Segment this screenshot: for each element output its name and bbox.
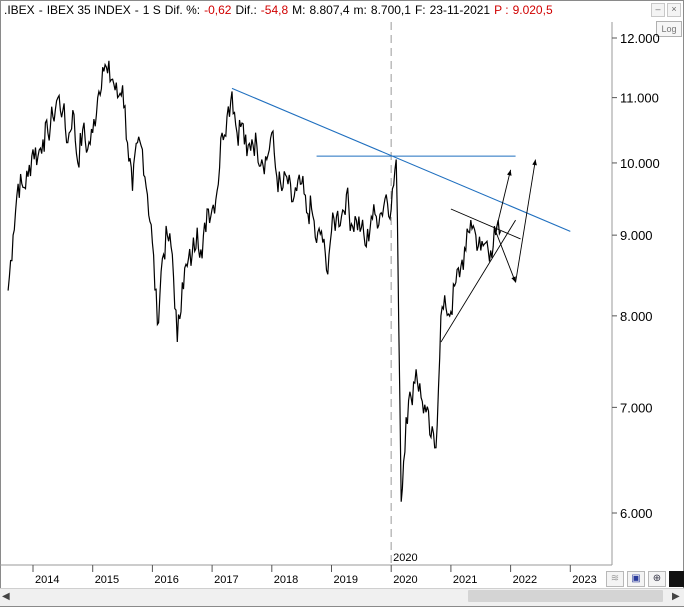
scroll-left-icon[interactable]: ◀ (2, 591, 10, 602)
change-label: Dif.: (235, 3, 257, 17)
date-label: F: (414, 3, 426, 17)
cursor-icon[interactable]: ⊕ (648, 571, 666, 587)
pct-change-label: Dif. %: (164, 3, 201, 17)
save-icon[interactable]: ▣ (627, 571, 645, 587)
pattern-line (515, 159, 536, 283)
scroll-right-icon[interactable]: ▶ (672, 591, 680, 602)
x-tick-label: 2022 (513, 574, 537, 586)
x-tick-label: 2021 (453, 574, 477, 586)
x-tick-label: 2014 (35, 574, 59, 586)
x-tick-label: 2019 (334, 574, 358, 586)
y-tick-label: 11.000 (620, 91, 659, 106)
pattern-line (450, 208, 521, 240)
scrollbar-thumb[interactable] (468, 590, 663, 602)
price-series (7, 60, 502, 502)
arrowhead-icon (507, 169, 512, 176)
x-tick-label: 2015 (95, 574, 119, 586)
symbol-code: .IBEX (4, 3, 35, 17)
zoom-icon[interactable]: ≋ (606, 571, 624, 587)
window-buttons: – × (651, 3, 681, 17)
event-marker-label: 2020 (393, 552, 417, 564)
change-value: -54,8 (260, 3, 289, 17)
close-icon[interactable]: × (667, 3, 681, 17)
x-tick-label: 2017 (214, 574, 238, 586)
arrowhead-icon (532, 159, 537, 166)
pattern-line (495, 231, 516, 283)
x-tick-label: 2018 (274, 574, 298, 586)
pattern-line (495, 169, 512, 232)
separator: - (134, 3, 139, 17)
resistance-line (231, 87, 571, 232)
y-tick-label: 9.000 (620, 228, 653, 243)
chart-toolbar: ≋ ▣ ⊕ (606, 571, 684, 587)
y-tick-label: 8.000 (620, 309, 653, 324)
separator: - (38, 3, 43, 17)
pattern-line (440, 219, 516, 343)
log-scale-button[interactable]: Log (656, 21, 682, 37)
x-tick-label: 2020 (393, 574, 417, 586)
index-name: IBEX 35 INDEX (46, 3, 131, 17)
min-label: m: (353, 3, 367, 17)
y-tick-label: 7.000 (620, 400, 653, 415)
trendlines (231, 87, 571, 343)
period-label: 1 S (142, 3, 161, 17)
y-tick-label: 12.000 (620, 31, 660, 46)
grid: 2020 (390, 22, 418, 565)
max-value: 8.807,4 (309, 3, 350, 17)
price-label: P : (494, 3, 509, 17)
price-value: 9.020,5 (512, 3, 553, 17)
arrowhead-icon (511, 276, 516, 283)
minimize-icon[interactable]: – (651, 3, 665, 17)
x-tick-label: 2016 (154, 574, 178, 586)
x-tick-label: 2023 (572, 574, 596, 586)
date-value: 23-11-2021 (429, 3, 491, 17)
quote-header: .IBEX - IBEX 35 INDEX -1 S Dif. %: -0,62 Dif.:… (4, 3, 557, 19)
max-label: M: (292, 3, 306, 17)
y-tick-label: 6.000 (620, 506, 653, 521)
min-value: 8.700,1 (370, 3, 411, 17)
color-block-icon[interactable] (669, 571, 684, 587)
axes: 12.000 11.000 10.000 9.000 8.000 7.000 6.000 20… (0, 22, 660, 586)
pct-change-value: -0,62 (204, 3, 232, 17)
price-line (7, 60, 502, 502)
y-tick-label: 10.000 (620, 156, 660, 171)
